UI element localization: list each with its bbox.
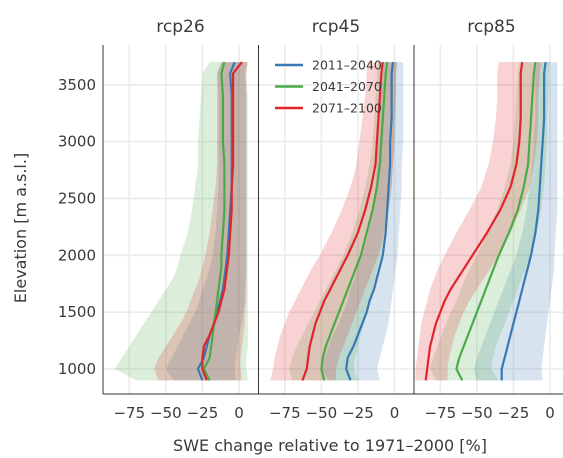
x-tick-label: 0 (234, 404, 244, 422)
x-tick-label: 0 (390, 404, 400, 422)
line-2011–2040 (345, 61, 395, 381)
panel-rcp45: rcp45 −75 −50 −25 0 (258, 17, 414, 422)
line-2011–2040 (196, 61, 236, 381)
legend-label: 2041–2070 (312, 79, 382, 94)
y-tick-label: 2000 (58, 246, 96, 264)
x-tick-label: −75 (269, 404, 301, 422)
line-2071–2100 (301, 61, 384, 381)
panel-rcp85: rcp85 −75 −50 −25 0 (414, 17, 563, 422)
x-axis-label: SWE change relative to 1971–2000 [%] (173, 436, 487, 455)
band-2041–2070 (289, 62, 398, 381)
line-2041–2070 (455, 61, 537, 381)
y-tick-label: 3000 (58, 133, 96, 151)
x-tick-label: −50 (150, 404, 182, 422)
x-tick-label: −25 (187, 404, 219, 422)
legend: 2011–2040 2041–2070 2071–2100 (275, 58, 382, 116)
band-2011–2040 (321, 62, 404, 381)
y-tick-label: 3500 (58, 76, 96, 94)
x-tick-label: −75 (424, 404, 456, 422)
y-tick-label: 2500 (58, 189, 96, 207)
line-2041–2070 (202, 61, 226, 381)
band-2011–2040 (474, 62, 558, 381)
band-2071–2100 (415, 62, 542, 381)
panel-title: rcp85 (467, 17, 515, 37)
y-tick-label: 1500 (58, 303, 96, 321)
band-2011–2040 (165, 62, 247, 381)
x-tick-label: −50 (306, 404, 338, 422)
y-tick-label: 1000 (58, 360, 96, 378)
band-2041–2070 (114, 62, 248, 381)
x-tick-label: −50 (461, 404, 493, 422)
line-2011–2040 (500, 61, 547, 381)
band-2071–2100 (270, 62, 398, 381)
panel-title: rcp45 (312, 17, 360, 37)
x-tick-label: 0 (545, 404, 555, 422)
legend-label: 2071–2100 (312, 101, 382, 116)
x-tick-label: −25 (342, 404, 374, 422)
line-2071–2100 (201, 61, 243, 381)
line-2041–2070 (320, 61, 389, 381)
line-2071–2100 (424, 61, 524, 381)
band-2071–2100 (154, 62, 248, 381)
panel-title: rcp26 (156, 17, 204, 37)
x-tick-label: −75 (113, 404, 145, 422)
panel-rcp26: rcp26 −75 −50 −25 0 (103, 17, 258, 422)
x-tick-label: −25 (498, 404, 530, 422)
y-axis-label: Elevation [m a.s.l.] (11, 153, 30, 303)
legend-label: 2011–2040 (312, 58, 382, 73)
